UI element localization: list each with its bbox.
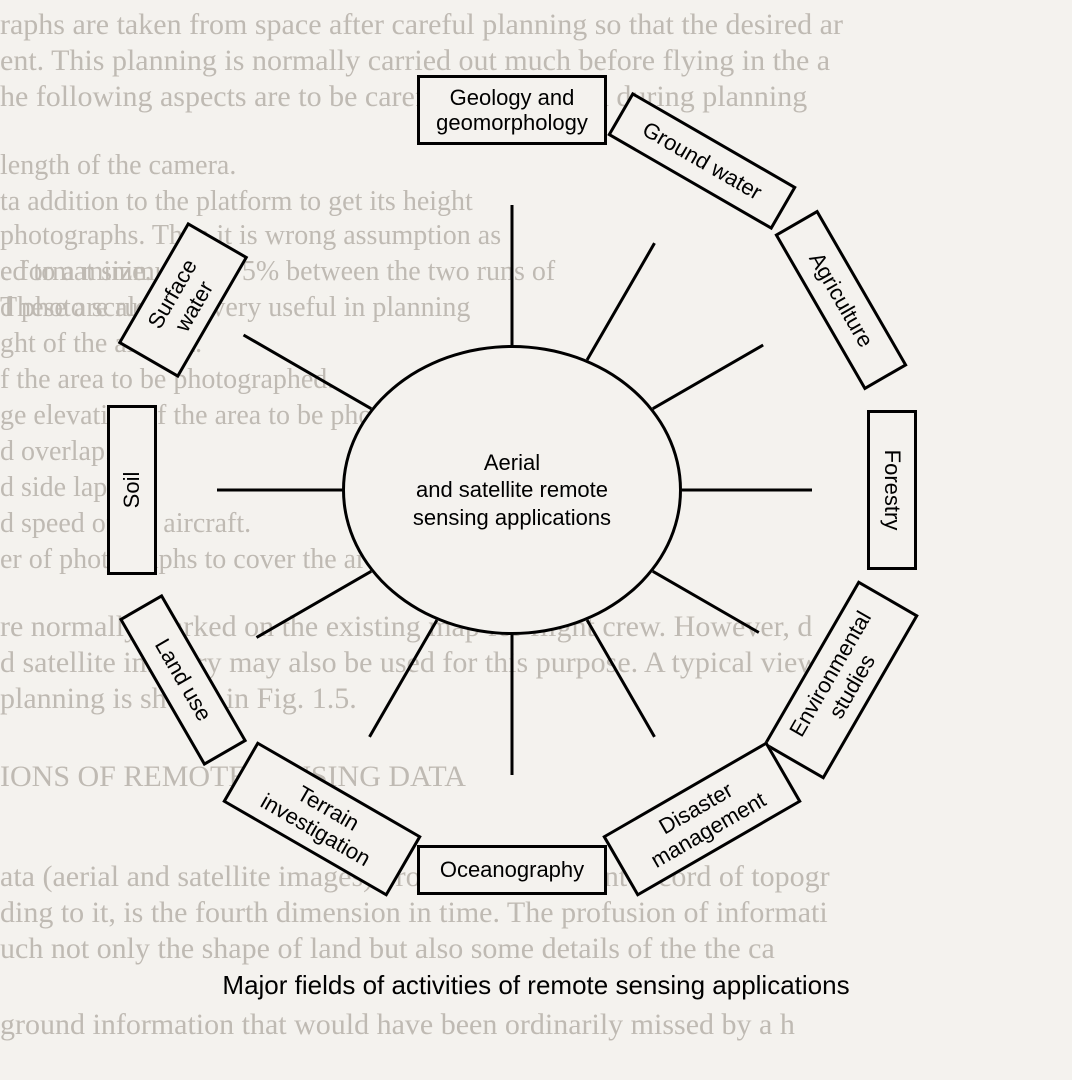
- node-disaster: Disaster management: [602, 741, 802, 897]
- ghost-text-line: length of the camera.: [0, 150, 236, 182]
- node-label: Forestry: [879, 450, 904, 531]
- spoke-line: [653, 571, 759, 632]
- node-label: Surface water: [142, 255, 224, 346]
- node-landuse: Land use: [119, 594, 247, 766]
- ghost-text-line: he following aspects are to be carefully…: [0, 80, 807, 114]
- hub-label: Aerial and satellite remote sensing appl…: [413, 449, 611, 532]
- node-label: Environmental studies: [784, 606, 898, 753]
- ghost-text-line: These are runs are very useful in planni…: [0, 292, 470, 324]
- node-label: Soil: [119, 472, 144, 509]
- node-label: Disaster management: [634, 765, 771, 873]
- node-groundwater: Ground water: [607, 92, 797, 230]
- spoke-line: [370, 620, 437, 737]
- node-label: Agriculture: [804, 248, 878, 352]
- node-label: Ground water: [638, 117, 766, 206]
- node-surfacewater: Surface water: [118, 222, 249, 378]
- ghost-text-line: ata (aerial and satellite images) provid…: [0, 860, 830, 894]
- node-oceanography: Oceanography: [417, 845, 607, 895]
- spoke-line: [587, 243, 654, 360]
- node-soil: Soil: [107, 405, 157, 575]
- ghost-text-line: e format size.: [0, 256, 152, 288]
- ghost-text-line: re normally marked on the existing map f…: [0, 610, 812, 644]
- spoke-line: [587, 620, 654, 737]
- node-geology: Geology and geomorphology: [417, 75, 607, 145]
- ghost-text-line: ed to a minimum of 75% between the two r…: [0, 256, 555, 288]
- ghost-text-line: d overlap.: [0, 436, 112, 468]
- ghost-text-line: ding to it, is the fourth dimension in t…: [0, 896, 828, 930]
- diagram-caption: Major fields of activities of remote sen…: [0, 970, 1072, 1001]
- spoke-line: [244, 335, 372, 409]
- node-label: Geology and geomorphology: [436, 85, 588, 136]
- hub-center: Aerial and satellite remote sensing appl…: [342, 345, 682, 635]
- ghost-text-line: ent. This planning is normally carried o…: [0, 44, 830, 78]
- node-forestry: Forestry: [867, 410, 917, 570]
- ghost-text-line: d satellite imagery may also be used for…: [0, 646, 841, 680]
- ghost-text-line: raphs are taken from space after careful…: [0, 8, 843, 42]
- node-environment: Environmental studies: [763, 580, 919, 780]
- node-label: Land use: [149, 634, 216, 725]
- ghost-text-line: d side lap.: [0, 472, 114, 504]
- ghost-text-line: ground information that would have been …: [0, 1008, 795, 1042]
- node-terrain: Terrain investigation: [222, 741, 422, 897]
- spoke-line: [257, 571, 372, 637]
- ghost-text-line: ta addition to the platform to get its h…: [0, 186, 473, 218]
- page-root: raphs are taken from space after careful…: [0, 0, 1072, 1080]
- node-label: Terrain investigation: [256, 767, 387, 872]
- node-agriculture: Agriculture: [774, 210, 907, 391]
- spoke-line: [653, 345, 763, 409]
- ghost-text-line: photographs. Then it is wrong assumption…: [0, 220, 501, 252]
- node-label: Oceanography: [440, 857, 584, 882]
- ghost-text-line: uch not only the shape of land but also …: [0, 932, 775, 966]
